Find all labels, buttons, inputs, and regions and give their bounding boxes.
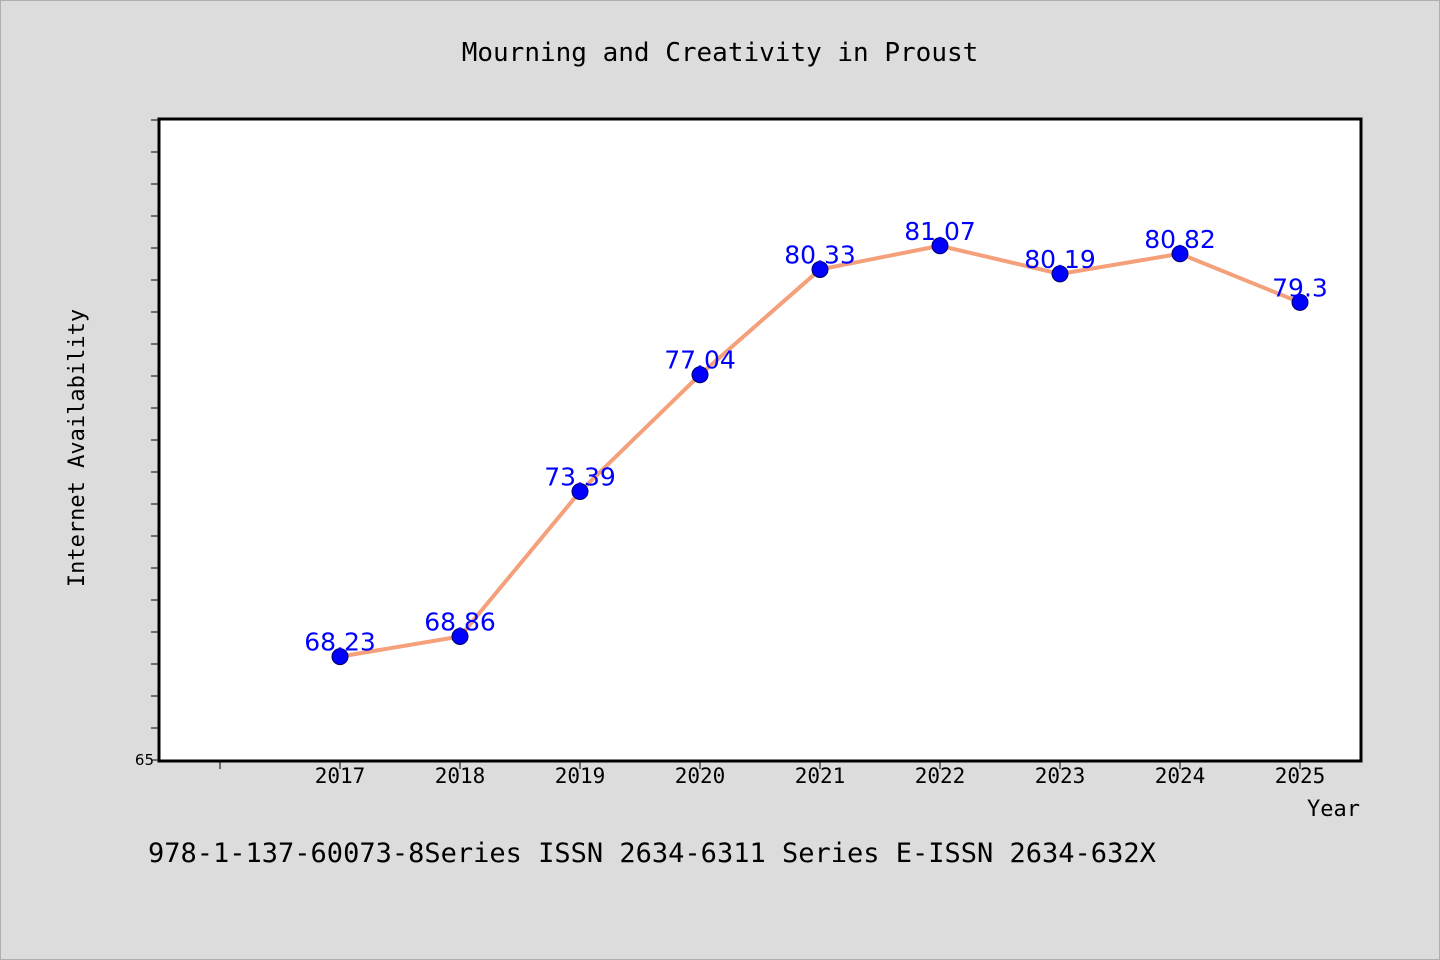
x-tick-label: 2021	[795, 764, 846, 788]
y-axis-label: Internet Availability	[65, 309, 90, 587]
data-label: 80.19	[1024, 245, 1096, 274]
data-label-layer: 68.23 68.86 73.39 77.04 80.33 81.07 80.19 80.82…	[304, 217, 1328, 657]
y-axis-ticks: 65	[135, 119, 160, 769]
data-label: 81.07	[904, 217, 976, 246]
data-point	[691, 366, 709, 384]
data-label: 68.23	[304, 628, 376, 657]
y-tick-label: 65	[135, 751, 154, 769]
x-tick-label: 2018	[435, 764, 486, 788]
data-point	[1051, 265, 1069, 283]
data-point	[931, 237, 949, 255]
x-tick-label: 2020	[675, 764, 726, 788]
data-label: 73.39	[544, 463, 616, 492]
chart-title: Mourning and Creativity in Proust	[462, 38, 979, 68]
x-tick-label: 2019	[555, 764, 606, 788]
x-axis-ticks: 2017 2018 2019 2020 2021 2022 2023 2024 2025	[219, 760, 1326, 788]
data-point	[451, 627, 469, 645]
data-point	[1171, 245, 1189, 263]
data-point	[571, 483, 589, 501]
data-point	[1291, 293, 1309, 311]
footer-identifiers: 978-1-137-60073-8Series ISSN 2634-6311 S…	[148, 838, 1156, 869]
data-label: 80.82	[1144, 225, 1216, 254]
x-tick-label: 2024	[1155, 764, 1206, 788]
series-layer	[331, 237, 1309, 666]
x-tick-label: 2022	[915, 764, 966, 788]
data-point	[331, 648, 349, 666]
data-label: 68.86	[424, 607, 496, 636]
data-label: 80.33	[784, 240, 856, 269]
data-label: 79.3	[1272, 273, 1328, 302]
data-point	[811, 260, 829, 278]
data-label: 77.04	[664, 346, 736, 375]
x-tick-label: 2017	[315, 764, 366, 788]
x-tick-label: 2025	[1275, 764, 1326, 788]
x-axis-label: Year	[1307, 797, 1360, 822]
x-tick-label: 2023	[1035, 764, 1086, 788]
